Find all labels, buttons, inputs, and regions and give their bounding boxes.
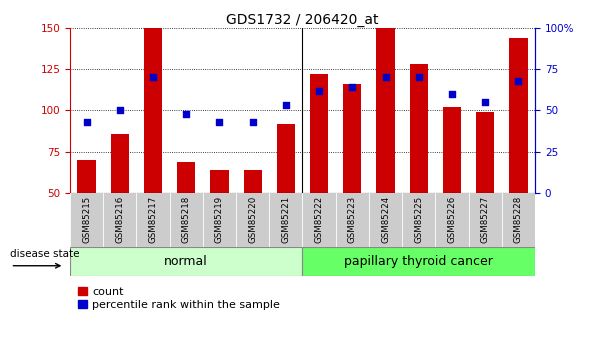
Point: [480, 99, 490, 105]
Text: GSM85215: GSM85215: [82, 196, 91, 243]
Bar: [310, 74, 328, 193]
Bar: [77, 160, 95, 193]
Bar: [443, 107, 461, 193]
Point: [347, 85, 357, 90]
Bar: [277, 124, 295, 193]
Text: GSM85222: GSM85222: [314, 196, 323, 243]
Bar: [376, 28, 395, 193]
Bar: [210, 170, 229, 193]
Text: GSM85225: GSM85225: [414, 196, 423, 243]
Text: GSM85218: GSM85218: [182, 196, 191, 243]
Point: [81, 119, 91, 125]
Text: GSM85220: GSM85220: [248, 196, 257, 243]
Title: GDS1732 / 206420_at: GDS1732 / 206420_at: [226, 12, 379, 27]
Point: [314, 88, 324, 93]
Text: GSM85217: GSM85217: [148, 196, 157, 243]
Point: [148, 75, 158, 80]
Text: GSM85223: GSM85223: [348, 196, 357, 243]
Bar: [177, 162, 195, 193]
Text: GSM85224: GSM85224: [381, 196, 390, 243]
Text: GSM85221: GSM85221: [282, 196, 291, 243]
Bar: [302, 247, 535, 276]
Legend: count, percentile rank within the sample: count, percentile rank within the sample: [75, 285, 282, 312]
Text: GSM85219: GSM85219: [215, 196, 224, 243]
Point: [181, 111, 191, 117]
Point: [281, 103, 291, 108]
Bar: [111, 134, 129, 193]
Point: [248, 119, 258, 125]
Point: [514, 78, 523, 83]
Bar: [476, 112, 494, 193]
Point: [115, 108, 125, 113]
Text: GSM85227: GSM85227: [481, 196, 489, 243]
Bar: [144, 28, 162, 193]
Text: GSM85226: GSM85226: [447, 196, 457, 243]
Point: [414, 75, 424, 80]
Text: disease state: disease state: [10, 249, 80, 259]
Point: [381, 75, 390, 80]
Text: normal: normal: [164, 255, 208, 268]
Bar: [343, 84, 361, 193]
Text: GSM85216: GSM85216: [116, 196, 124, 243]
Bar: [410, 64, 428, 193]
Point: [447, 91, 457, 97]
Bar: [510, 38, 528, 193]
Bar: [70, 247, 302, 276]
Point: [215, 119, 224, 125]
Text: GSM85228: GSM85228: [514, 196, 523, 243]
Bar: [244, 170, 262, 193]
Text: papillary thyroid cancer: papillary thyroid cancer: [344, 255, 493, 268]
